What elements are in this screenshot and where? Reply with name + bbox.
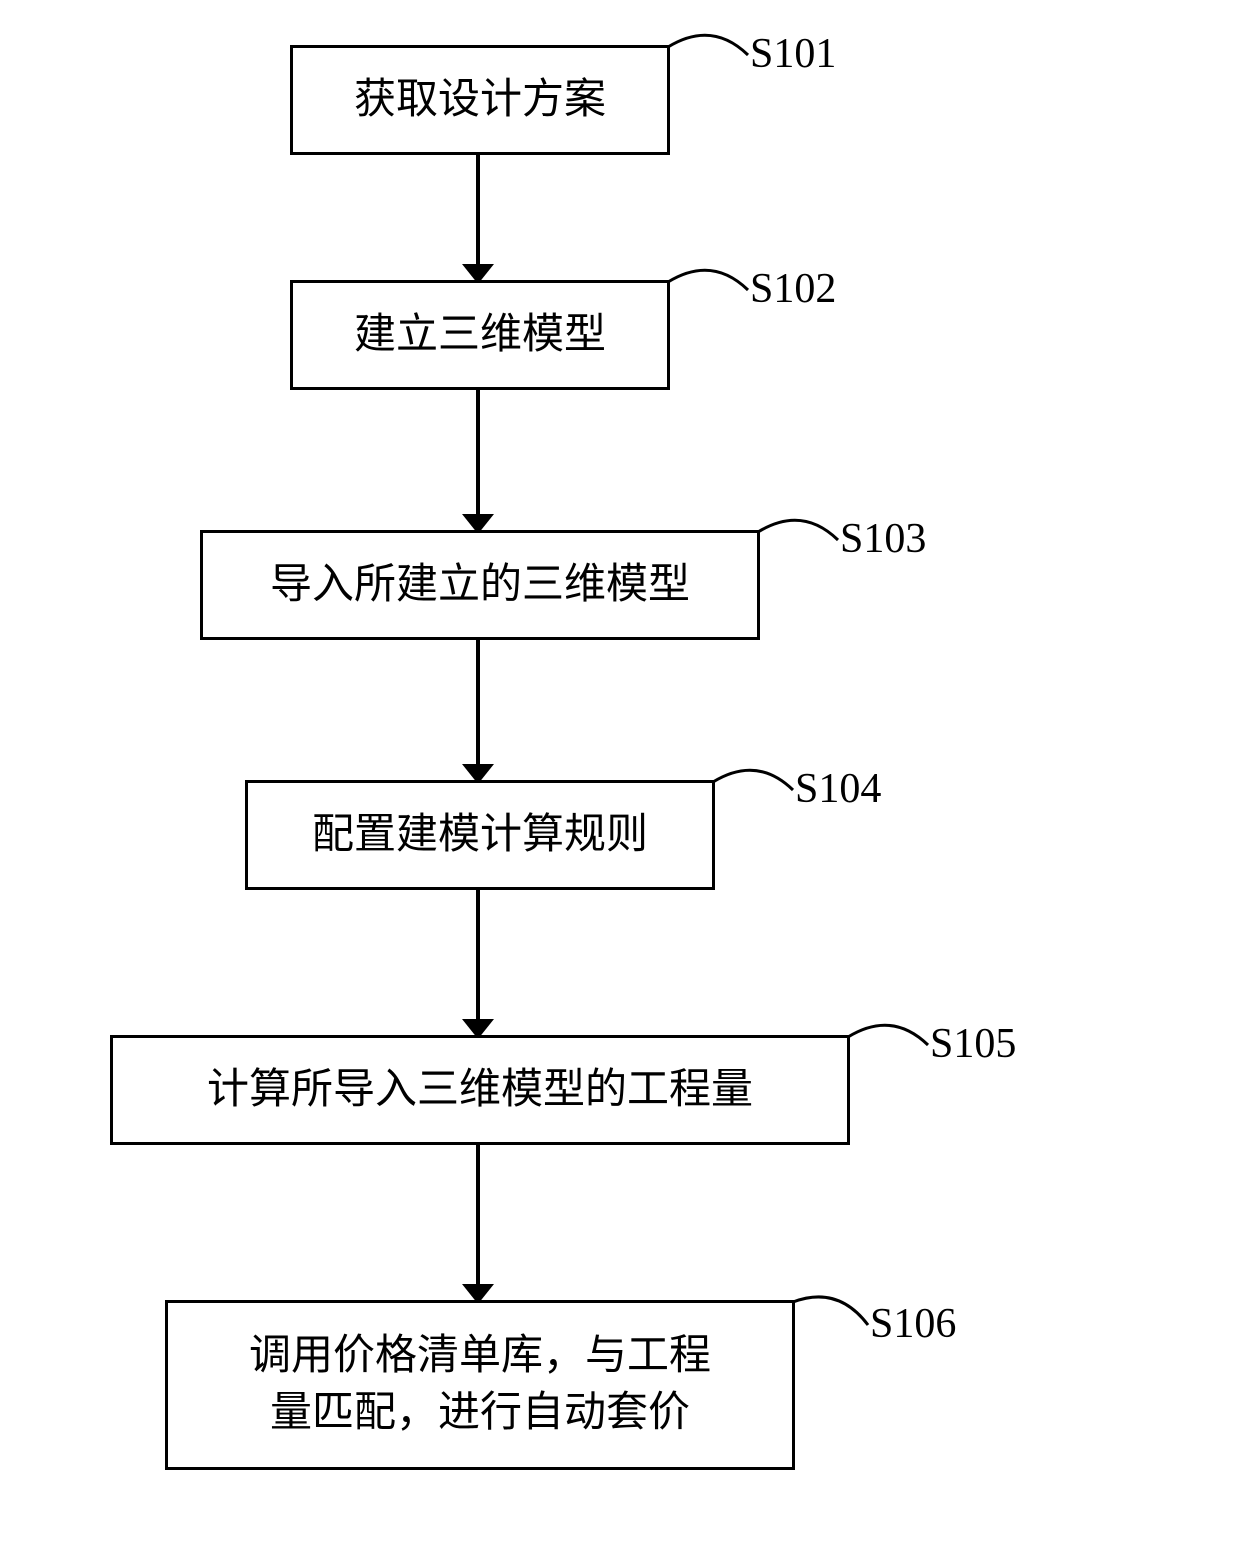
flowchart-edge: [476, 1145, 480, 1284]
step-label-s103: S103: [840, 515, 926, 563]
flowchart-container: 获取设计方案 S101 建立三维模型 S102 导入所建立的三维模型 S103 …: [0, 0, 1240, 1563]
node-text: 调用价格清单库，与工程 量匹配，进行自动套价: [249, 1328, 711, 1441]
flowchart-node-s103: 导入所建立的三维模型: [200, 530, 760, 640]
step-label-s104: S104: [795, 765, 881, 813]
node-text: 获取设计方案: [354, 72, 606, 129]
flowchart-edge: [476, 390, 480, 514]
step-label-s105: S105: [930, 1020, 1016, 1068]
flowchart-node-s104: 配置建模计算规则: [245, 780, 715, 890]
flowchart-node-s102: 建立三维模型: [290, 280, 670, 390]
node-text: 配置建模计算规则: [312, 807, 648, 864]
node-text: 计算所导入三维模型的工程量: [207, 1062, 753, 1119]
flowchart-node-s105: 计算所导入三维模型的工程量: [110, 1035, 850, 1145]
flowchart-edge: [476, 155, 480, 264]
flowchart-edge: [476, 890, 480, 1019]
node-text: 导入所建立的三维模型: [270, 557, 690, 614]
flowchart-node-s101: 获取设计方案: [290, 45, 670, 155]
step-label-s106: S106: [870, 1300, 956, 1348]
flowchart-node-s106: 调用价格清单库，与工程 量匹配，进行自动套价: [165, 1300, 795, 1470]
node-text: 建立三维模型: [354, 307, 606, 364]
flowchart-edge: [476, 640, 480, 764]
step-label-s101: S101: [750, 30, 836, 78]
step-label-s102: S102: [750, 265, 836, 313]
